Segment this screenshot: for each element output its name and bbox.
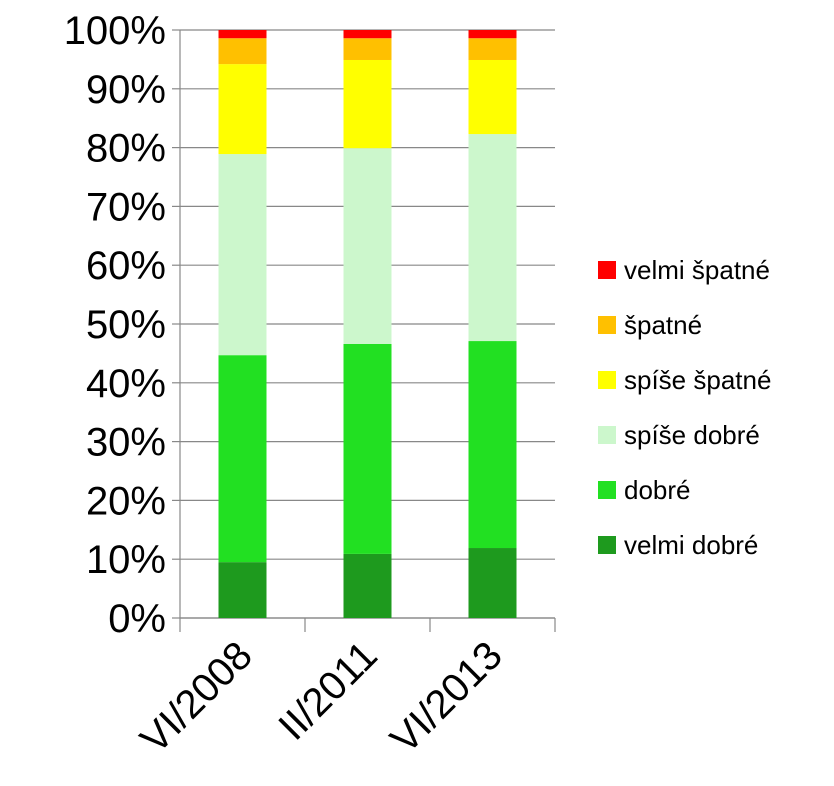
bar-segment xyxy=(343,30,392,39)
bar-segment xyxy=(468,38,517,60)
bar-segment xyxy=(468,548,517,618)
legend-label: velmi špatné xyxy=(624,255,770,285)
bar-segment xyxy=(343,553,392,618)
y-tick-label: 20% xyxy=(86,479,166,523)
y-tick-label: 0% xyxy=(108,597,166,641)
legend-swatch xyxy=(598,426,616,444)
legend-swatch xyxy=(598,316,616,334)
y-tick-label: 30% xyxy=(86,421,166,465)
y-tick-label: 10% xyxy=(86,538,166,582)
x-tick-label: II/2011 xyxy=(270,633,386,749)
legend-label: dobré xyxy=(624,475,691,505)
bar-segment xyxy=(468,134,517,342)
bar-segment xyxy=(343,38,392,60)
bar-segment xyxy=(343,59,392,149)
bar-segment xyxy=(218,562,267,618)
legend-swatch xyxy=(598,481,616,499)
x-tick-label: VI/2008 xyxy=(132,633,261,762)
y-tick-label: 40% xyxy=(86,362,166,406)
y-tick-label: 50% xyxy=(86,303,166,347)
legend-swatch xyxy=(598,536,616,554)
legend-swatch xyxy=(598,261,616,279)
legend-label: špatné xyxy=(624,310,702,340)
bar-segment xyxy=(218,154,267,356)
bar-segment xyxy=(468,30,517,39)
y-tick-label: 100% xyxy=(64,9,166,53)
bar-segment xyxy=(468,341,517,549)
bar-segment xyxy=(218,355,267,563)
bar-segment xyxy=(218,30,267,39)
legend-label: spíše špatné xyxy=(624,365,771,395)
x-tick-label: VI/2013 xyxy=(382,633,511,762)
y-tick-label: 70% xyxy=(86,185,166,229)
bar-segment xyxy=(218,64,267,155)
bar-segment xyxy=(468,59,517,135)
y-tick-label: 90% xyxy=(86,68,166,112)
legend-label: velmi dobré xyxy=(624,530,758,560)
bar-segment xyxy=(218,38,267,65)
bar-segment xyxy=(343,148,392,344)
y-tick-label: 80% xyxy=(86,127,166,171)
legend-label: spíše dobré xyxy=(624,420,760,450)
y-tick-label: 60% xyxy=(86,244,166,288)
bar-segment xyxy=(343,343,392,554)
legend-swatch xyxy=(598,371,616,389)
